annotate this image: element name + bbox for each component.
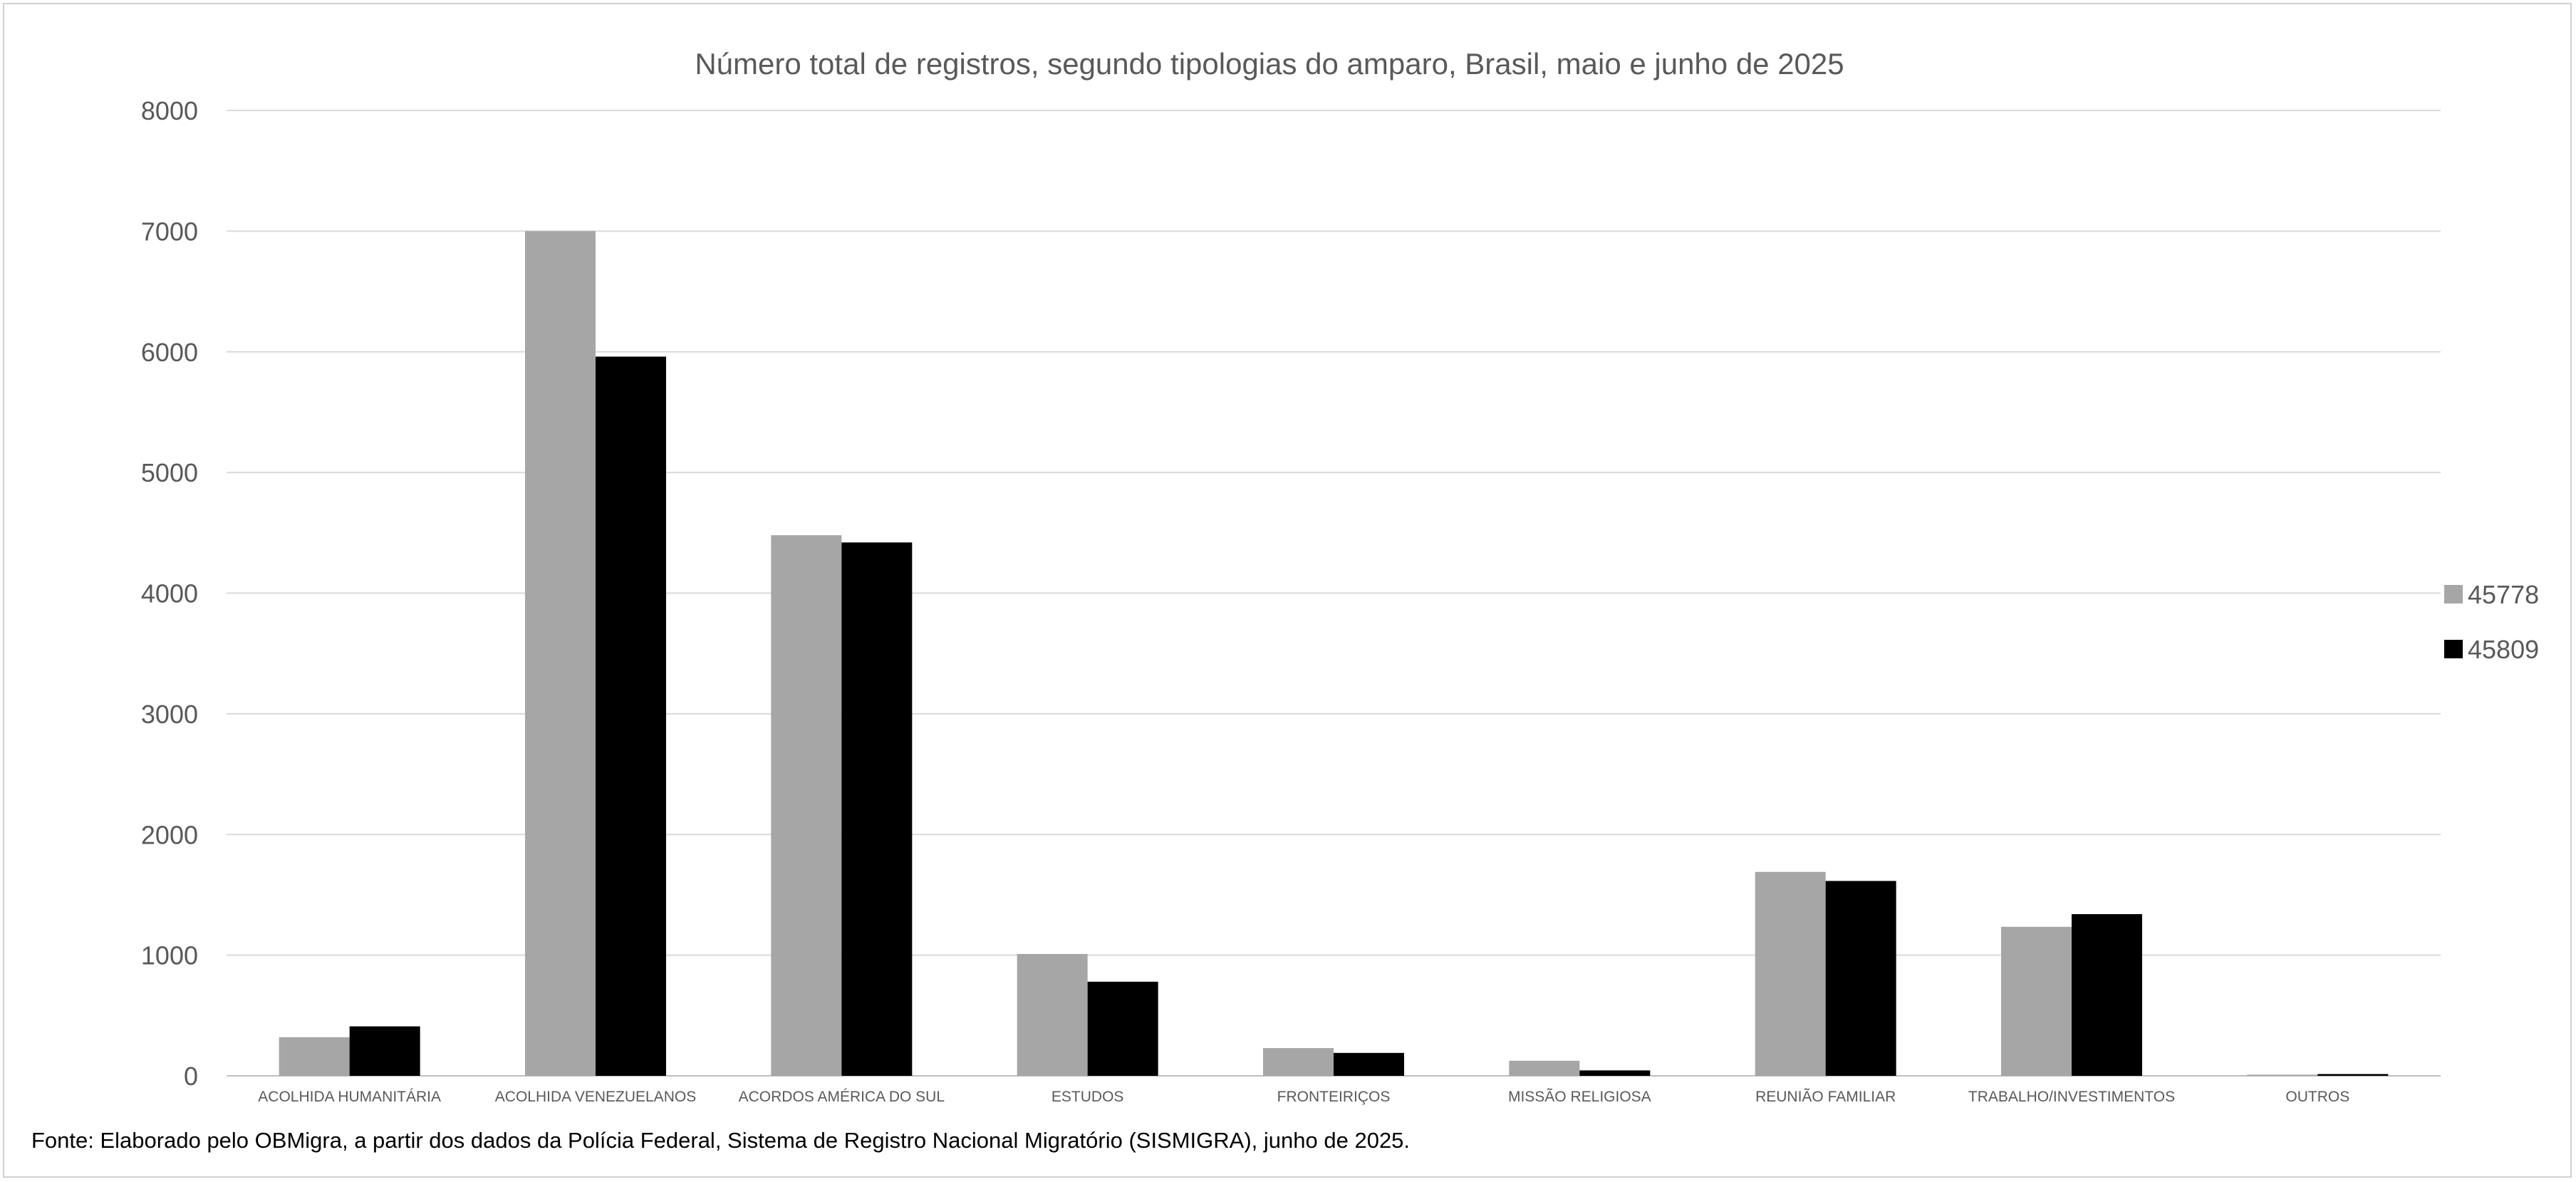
- y-tick-label: 5000: [141, 458, 198, 487]
- y-tick-label: 1000: [141, 941, 198, 970]
- y-tick-label: 7000: [141, 217, 198, 246]
- bar-45778-3: [771, 535, 842, 1076]
- legend-swatch-45778: [2444, 585, 2463, 603]
- bar-45778-5: [1263, 1048, 1334, 1076]
- legend-label-45809: 45809: [2468, 635, 2539, 664]
- bar-45778-7: [1755, 871, 1826, 1076]
- bar-45809-6: [1579, 1070, 1651, 1076]
- bar-45809-3: [841, 542, 913, 1076]
- bar-45778-8: [2001, 926, 2072, 1076]
- x-tick-label: ESTUDOS: [1051, 1089, 1124, 1105]
- x-tick-label: ACOLHIDA VENEZUELANOS: [495, 1089, 696, 1105]
- y-tick-label: 6000: [141, 338, 198, 367]
- x-tick-label: OUTROS: [2285, 1089, 2349, 1105]
- x-axis-ticks: ACOLHIDA HUMANITÁRIA ACOLHIDA VENEZUELANO…: [258, 1088, 2349, 1105]
- x-tick-label: MISSÃO RELIGIOSA: [1508, 1088, 1651, 1105]
- legend: 45778 45809: [2444, 580, 2539, 664]
- y-tick-label: 0: [184, 1062, 198, 1091]
- x-tick-label: ACORDOS AMÉRICA DO SUL: [739, 1089, 945, 1105]
- x-tick-label: ACOLHIDA HUMANITÁRIA: [258, 1089, 441, 1105]
- y-tick-label: 8000: [141, 96, 198, 125]
- bar-45778-9: [2247, 1074, 2318, 1076]
- bar-45778-1: [279, 1037, 350, 1076]
- bar-45778-6: [1509, 1060, 1580, 1076]
- bar-45809-5: [1334, 1052, 1404, 1076]
- y-tick-label: 2000: [141, 820, 198, 849]
- bar-45809-9: [2317, 1074, 2389, 1076]
- bar-45809-2: [596, 356, 666, 1076]
- bar-45778-2: [525, 231, 596, 1076]
- legend-label-45778: 45778: [2468, 580, 2539, 609]
- legend-swatch-45809: [2444, 640, 2463, 658]
- y-tick-label: 3000: [141, 700, 198, 729]
- source-note: Fonte: Elaborado pelo OBMigra, a partir …: [31, 1128, 1411, 1153]
- x-tick-label: FRONTEIRIÇOS: [1277, 1089, 1391, 1105]
- bars: [279, 231, 2389, 1076]
- x-tick-label: REUNIÃO FAMILIAR: [1755, 1088, 1896, 1105]
- bar-45809-7: [1825, 881, 1896, 1076]
- bar-45809-1: [349, 1026, 420, 1076]
- y-axis-ticks: 0 1000 2000 3000 4000 5000 6000 7000 8000: [141, 96, 198, 1091]
- bar-45809-4: [1087, 981, 1158, 1076]
- y-tick-label: 4000: [141, 579, 198, 608]
- chart-title: Número total de registros, segundo tipol…: [695, 47, 1844, 81]
- bar-45778-4: [1017, 953, 1088, 1076]
- chart-frame: [3, 3, 2572, 1178]
- x-tick-label: TRABALHO/INVESTIMENTOS: [1968, 1089, 2175, 1105]
- bar-45809-8: [2072, 914, 2142, 1076]
